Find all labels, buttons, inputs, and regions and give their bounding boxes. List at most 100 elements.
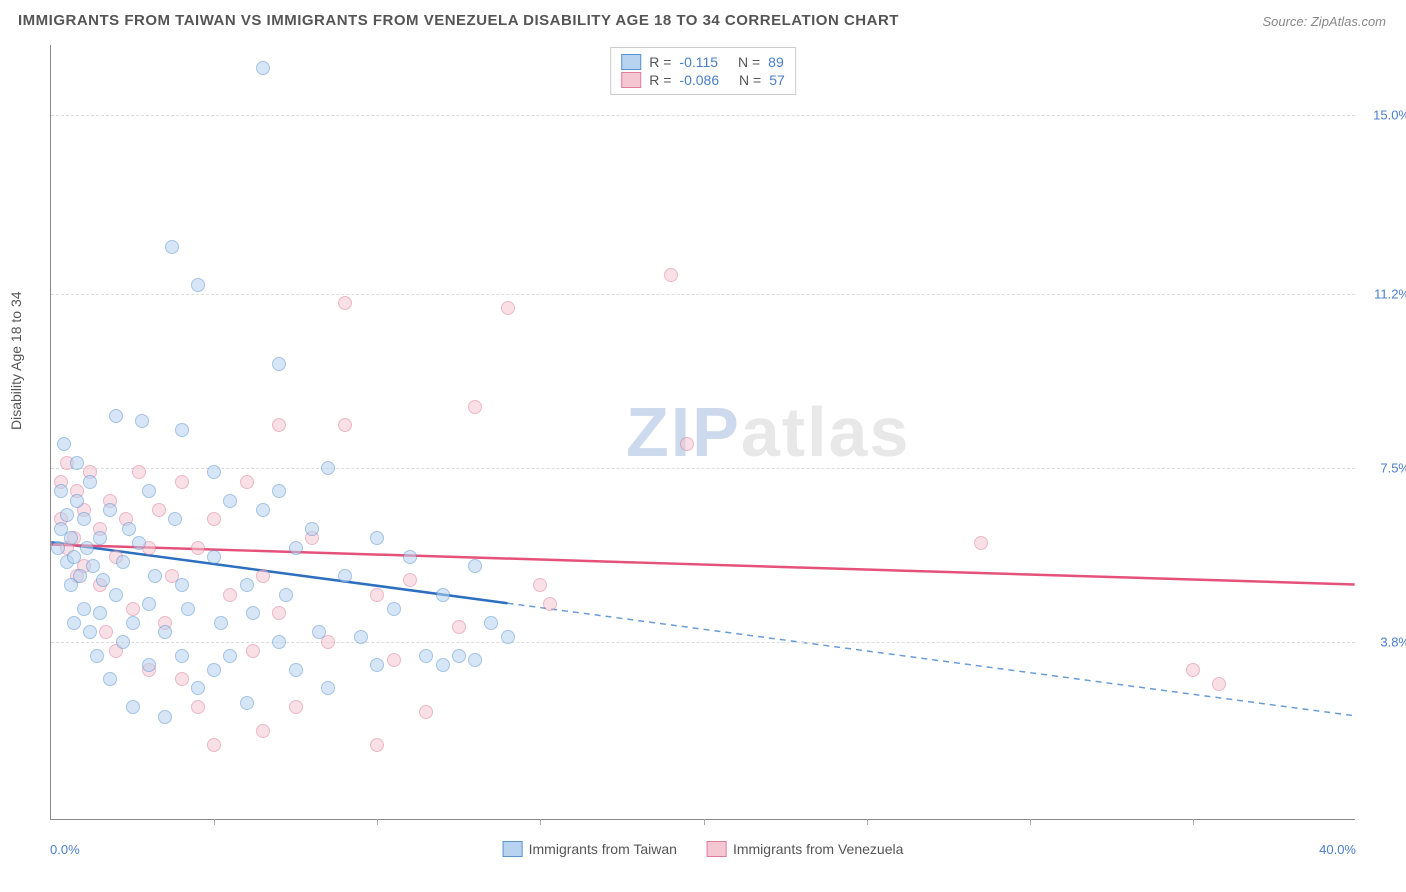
data-point-venezuela <box>223 588 237 602</box>
watermark: ZIPatlas <box>626 392 910 472</box>
data-point-taiwan <box>246 606 260 620</box>
data-point-taiwan <box>419 649 433 663</box>
y-axis-label: Disability Age 18 to 34 <box>8 291 24 430</box>
data-point-taiwan <box>96 573 110 587</box>
data-point-taiwan <box>70 494 84 508</box>
data-point-taiwan <box>64 531 78 545</box>
swatch-taiwan-bottom <box>503 841 523 857</box>
swatch-venezuela <box>621 72 641 88</box>
data-point-venezuela <box>680 437 694 451</box>
data-point-taiwan <box>175 578 189 592</box>
data-point-taiwan <box>207 663 221 677</box>
data-point-venezuela <box>452 620 466 634</box>
data-point-taiwan <box>191 681 205 695</box>
data-point-taiwan <box>484 616 498 630</box>
source-label: Source: ZipAtlas.com <box>1262 14 1386 29</box>
data-point-taiwan <box>175 423 189 437</box>
data-point-venezuela <box>370 738 384 752</box>
gridline <box>51 115 1355 116</box>
data-point-venezuela <box>664 268 678 282</box>
data-point-taiwan <box>90 649 104 663</box>
data-point-taiwan <box>67 616 81 630</box>
data-point-venezuela <box>175 672 189 686</box>
data-point-taiwan <box>305 522 319 536</box>
data-point-venezuela <box>387 653 401 667</box>
data-point-taiwan <box>60 508 74 522</box>
data-point-taiwan <box>109 409 123 423</box>
gridline <box>51 468 1355 469</box>
data-point-taiwan <box>279 588 293 602</box>
data-point-venezuela <box>191 541 205 555</box>
correlation-legend: R = -0.115 N = 89 R = -0.086 N = 57 <box>610 47 796 95</box>
legend-item-taiwan: Immigrants from Taiwan <box>503 841 677 857</box>
data-point-taiwan <box>126 616 140 630</box>
data-point-venezuela <box>240 475 254 489</box>
data-point-venezuela <box>246 644 260 658</box>
data-point-taiwan <box>207 550 221 564</box>
r-value-taiwan: -0.115 <box>679 54 718 70</box>
y-tick-label: 11.2% <box>1374 286 1406 301</box>
data-point-taiwan <box>142 658 156 672</box>
data-point-taiwan <box>256 503 270 517</box>
data-point-taiwan <box>83 475 97 489</box>
x-minor-tick <box>1193 819 1194 825</box>
data-point-taiwan <box>158 625 172 639</box>
data-point-taiwan <box>321 461 335 475</box>
data-point-taiwan <box>240 578 254 592</box>
x-minor-tick <box>704 819 705 825</box>
data-point-taiwan <box>77 602 91 616</box>
data-point-venezuela <box>543 597 557 611</box>
data-point-venezuela <box>974 536 988 550</box>
data-point-venezuela <box>403 573 417 587</box>
data-point-taiwan <box>103 672 117 686</box>
data-point-venezuela <box>468 400 482 414</box>
data-point-taiwan <box>116 635 130 649</box>
data-point-venezuela <box>132 465 146 479</box>
data-point-taiwan <box>103 503 117 517</box>
data-point-taiwan <box>93 606 107 620</box>
data-point-taiwan <box>142 484 156 498</box>
x-minor-tick <box>1030 819 1031 825</box>
data-point-taiwan <box>312 625 326 639</box>
data-point-taiwan <box>240 696 254 710</box>
data-point-taiwan <box>122 522 136 536</box>
data-point-taiwan <box>289 663 303 677</box>
data-point-venezuela <box>419 705 433 719</box>
x-minor-tick <box>867 819 868 825</box>
data-point-taiwan <box>165 240 179 254</box>
gridline <box>51 642 1355 643</box>
data-point-taiwan <box>387 602 401 616</box>
data-point-taiwan <box>436 588 450 602</box>
data-point-taiwan <box>354 630 368 644</box>
data-point-taiwan <box>501 630 515 644</box>
data-point-venezuela <box>99 625 113 639</box>
data-point-taiwan <box>109 588 123 602</box>
data-point-taiwan <box>126 700 140 714</box>
data-point-venezuela <box>256 724 270 738</box>
data-point-taiwan <box>214 616 228 630</box>
swatch-venezuela-bottom <box>707 841 727 857</box>
data-point-taiwan <box>51 541 65 555</box>
data-point-taiwan <box>272 357 286 371</box>
x-axis-min-label: 0.0% <box>50 842 80 857</box>
data-point-taiwan <box>272 484 286 498</box>
data-point-venezuela <box>256 569 270 583</box>
data-point-taiwan <box>67 550 81 564</box>
data-point-taiwan <box>77 512 91 526</box>
data-point-taiwan <box>93 531 107 545</box>
data-point-taiwan <box>175 649 189 663</box>
data-point-venezuela <box>533 578 547 592</box>
legend-row-venezuela: R = -0.086 N = 57 <box>621 72 785 88</box>
data-point-venezuela <box>338 418 352 432</box>
data-point-taiwan <box>57 437 71 451</box>
data-point-taiwan <box>135 414 149 428</box>
data-point-venezuela <box>289 700 303 714</box>
data-point-taiwan <box>73 569 87 583</box>
swatch-taiwan <box>621 54 641 70</box>
data-point-taiwan <box>191 278 205 292</box>
y-tick-label: 7.5% <box>1380 460 1406 475</box>
legend-item-venezuela: Immigrants from Venezuela <box>707 841 903 857</box>
data-point-taiwan <box>468 653 482 667</box>
legend-row-taiwan: R = -0.115 N = 89 <box>621 54 785 70</box>
data-point-taiwan <box>468 559 482 573</box>
